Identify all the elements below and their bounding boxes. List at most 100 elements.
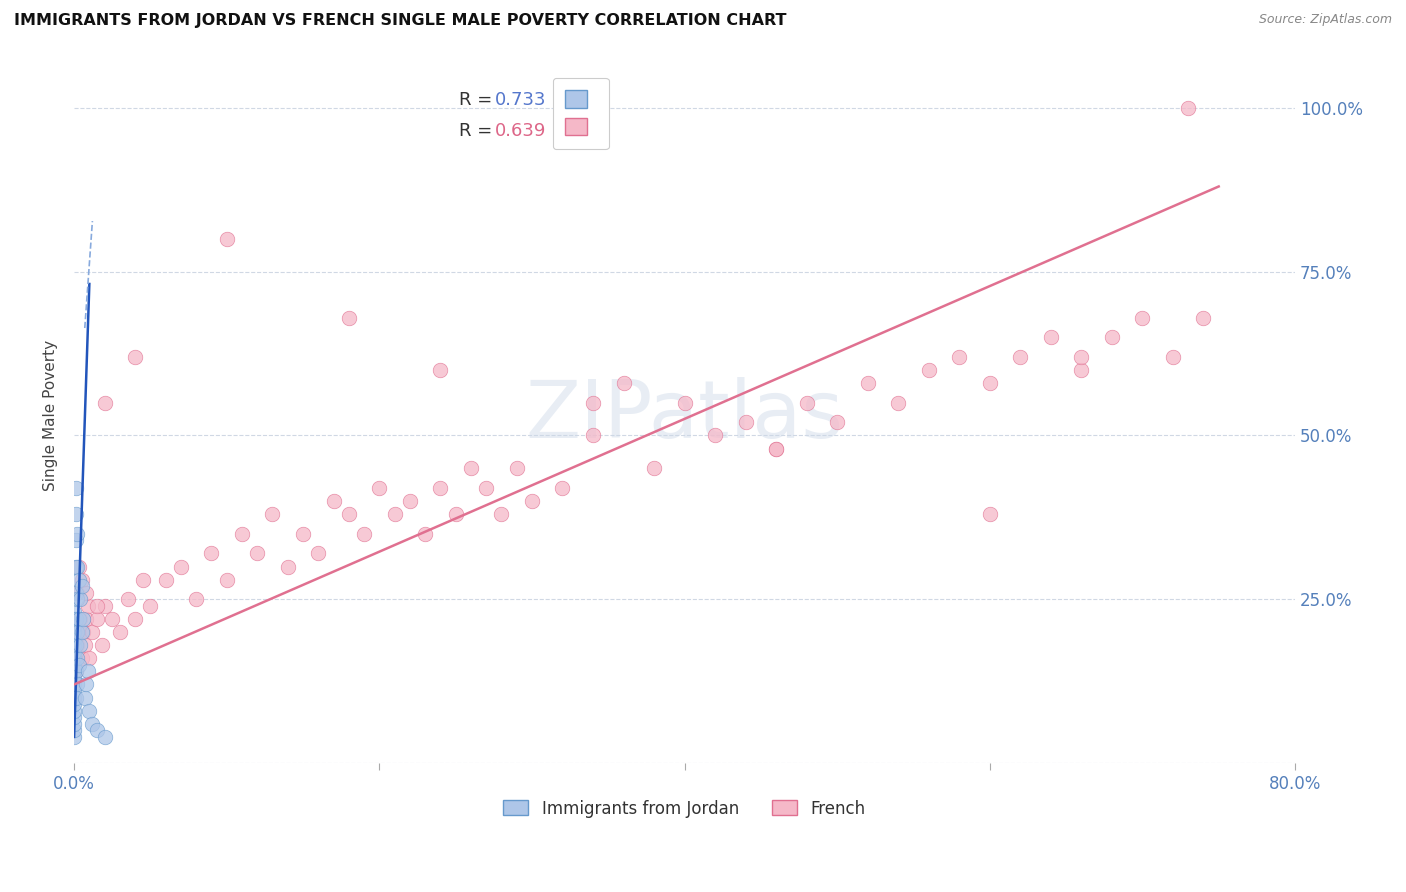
Point xyxy=(66,625,89,640)
Point xyxy=(65,533,87,548)
Point xyxy=(1101,330,1123,344)
Point xyxy=(75,612,97,626)
Point xyxy=(79,704,101,718)
Point xyxy=(155,573,177,587)
Point xyxy=(66,586,89,600)
Point xyxy=(69,638,91,652)
Point xyxy=(65,481,87,495)
Point xyxy=(75,677,97,691)
Point xyxy=(132,573,155,587)
Point xyxy=(65,690,87,705)
Point xyxy=(66,651,89,665)
Point xyxy=(63,632,86,646)
Point xyxy=(63,677,86,691)
Point xyxy=(444,507,467,521)
Point xyxy=(475,481,498,495)
Point xyxy=(63,704,86,718)
Legend: Immigrants from Jordan, French: Immigrants from Jordan, French xyxy=(496,793,872,824)
Point xyxy=(1192,310,1215,325)
Point xyxy=(70,625,93,640)
Point xyxy=(86,723,108,738)
Point xyxy=(65,665,87,679)
Point xyxy=(337,507,360,521)
Point xyxy=(67,625,90,640)
Point xyxy=(948,350,970,364)
Text: N =: N = xyxy=(548,91,599,109)
Point xyxy=(63,618,86,632)
Point xyxy=(520,494,543,508)
Point xyxy=(73,690,96,705)
Point xyxy=(67,559,90,574)
Point xyxy=(63,684,86,698)
Point xyxy=(231,526,253,541)
Point xyxy=(262,507,284,521)
Point xyxy=(200,546,222,560)
Point xyxy=(246,546,269,560)
Point xyxy=(765,442,787,456)
Point xyxy=(1070,363,1092,377)
Point xyxy=(887,395,910,409)
Point xyxy=(551,481,574,495)
Point xyxy=(63,697,86,711)
Point xyxy=(429,481,451,495)
Point xyxy=(413,526,436,541)
Y-axis label: Single Male Poverty: Single Male Poverty xyxy=(44,340,58,491)
Point xyxy=(93,599,115,613)
Point xyxy=(979,376,1001,390)
Point xyxy=(93,395,115,409)
Point xyxy=(76,665,98,679)
Point xyxy=(69,612,91,626)
Point xyxy=(86,612,108,626)
Text: Source: ZipAtlas.com: Source: ZipAtlas.com xyxy=(1258,13,1392,27)
Point xyxy=(215,232,238,246)
Point xyxy=(765,442,787,456)
Point xyxy=(65,612,87,626)
Point xyxy=(704,428,727,442)
Point xyxy=(170,559,193,574)
Text: R =: R = xyxy=(458,122,498,140)
Text: 50: 50 xyxy=(586,91,610,109)
Point xyxy=(67,657,90,672)
Point xyxy=(322,494,344,508)
Point xyxy=(612,376,634,390)
Point xyxy=(63,671,86,685)
Point xyxy=(186,592,208,607)
Point xyxy=(66,559,89,574)
Point xyxy=(582,395,605,409)
Point xyxy=(582,428,605,442)
Point xyxy=(65,559,87,574)
Point xyxy=(63,716,86,731)
Point xyxy=(90,638,112,652)
Point xyxy=(1010,350,1032,364)
Point xyxy=(65,665,87,679)
Point xyxy=(82,716,104,731)
Point xyxy=(1070,350,1092,364)
Point xyxy=(918,363,941,377)
Point xyxy=(63,657,86,672)
Point xyxy=(108,625,131,640)
Point xyxy=(796,395,818,409)
Point xyxy=(63,612,86,626)
Text: IMMIGRANTS FROM JORDAN VS FRENCH SINGLE MALE POVERTY CORRELATION CHART: IMMIGRANTS FROM JORDAN VS FRENCH SINGLE … xyxy=(14,13,786,29)
Point xyxy=(63,690,86,705)
Point xyxy=(72,625,94,640)
Point xyxy=(505,461,527,475)
Point xyxy=(1039,330,1062,344)
Text: N =: N = xyxy=(548,122,599,140)
Point xyxy=(673,395,696,409)
Point xyxy=(63,723,86,738)
Point xyxy=(65,586,87,600)
Point xyxy=(353,526,375,541)
Point xyxy=(67,612,90,626)
Text: 0.733: 0.733 xyxy=(495,91,547,109)
Point xyxy=(70,651,93,665)
Point xyxy=(429,363,451,377)
Point xyxy=(101,612,124,626)
Point xyxy=(398,494,420,508)
Point xyxy=(93,730,115,744)
Point xyxy=(63,638,86,652)
Point xyxy=(65,638,87,652)
Point xyxy=(139,599,162,613)
Point xyxy=(63,730,86,744)
Point xyxy=(384,507,406,521)
